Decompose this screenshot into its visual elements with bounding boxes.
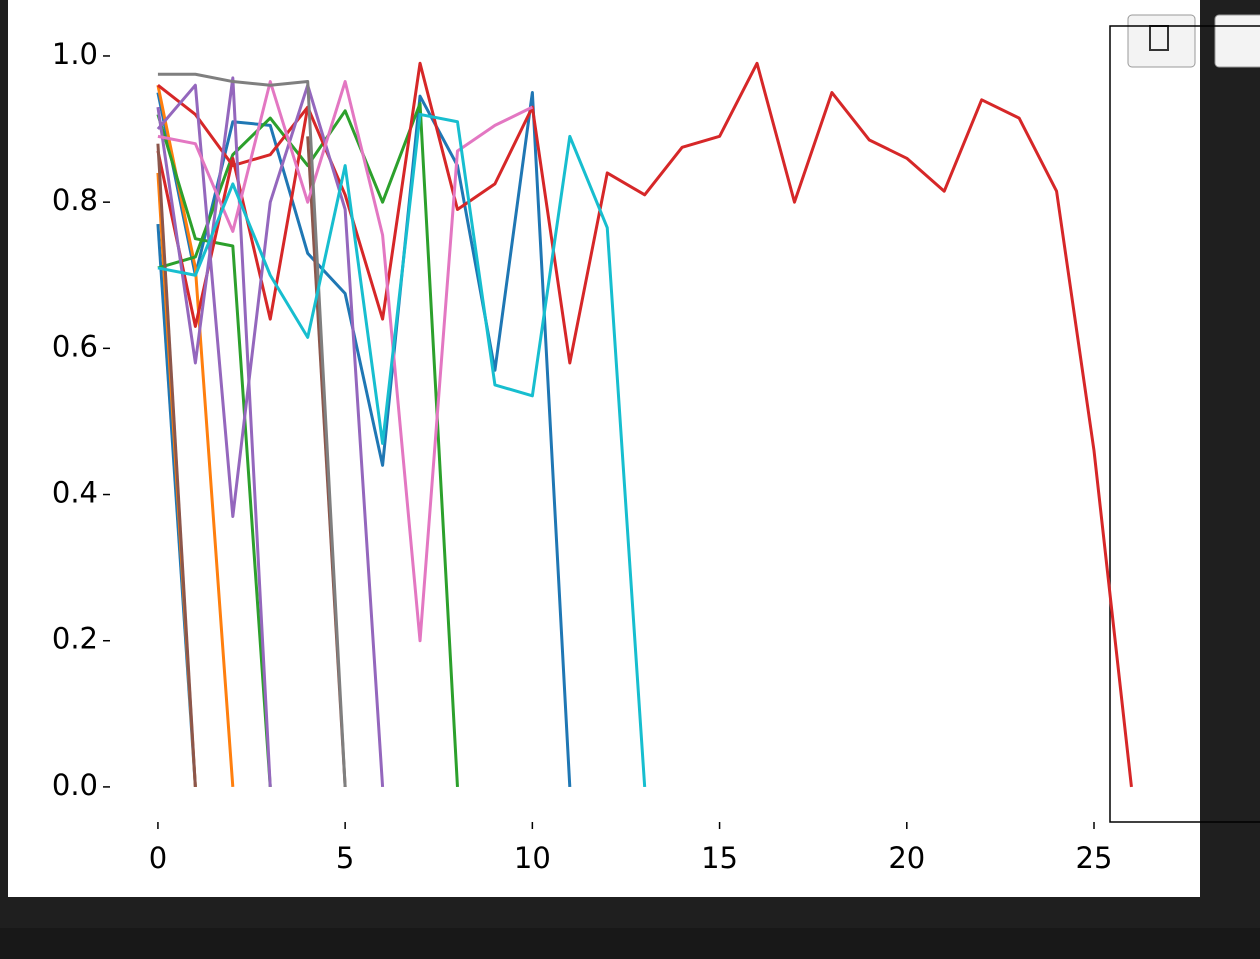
x-tick-label: 5 [336,841,354,875]
y-tick-label: 0.4 [52,476,98,510]
series-line [157,84,309,168]
x-tick-label: 15 [701,841,738,875]
x-tick-label: 10 [514,841,551,875]
y-tick-label: 1.0 [52,37,98,71]
series-line [156,83,385,788]
series-line [156,91,572,787]
chart-background [8,0,1200,897]
y-tick-label: 0.0 [52,768,98,802]
status-bar [0,928,1260,959]
series-line [156,61,1133,788]
plot-frame [1109,25,1260,823]
x-tick-label: 25 [1076,841,1113,875]
x-tick-label: 20 [888,841,925,875]
chart-button[interactable] [1214,14,1260,68]
series-line [157,72,347,787]
copy-button[interactable] [1127,14,1196,68]
series-line [156,76,272,787]
x-tick-label: 0 [149,841,167,875]
series-line [156,84,235,788]
y-tick-label: 0.6 [52,329,98,363]
y-tick-label: 0.2 [52,622,98,656]
y-tick-label: 0.8 [52,183,98,217]
series-line [157,80,534,643]
series-line [156,143,197,788]
series-line [157,112,647,788]
